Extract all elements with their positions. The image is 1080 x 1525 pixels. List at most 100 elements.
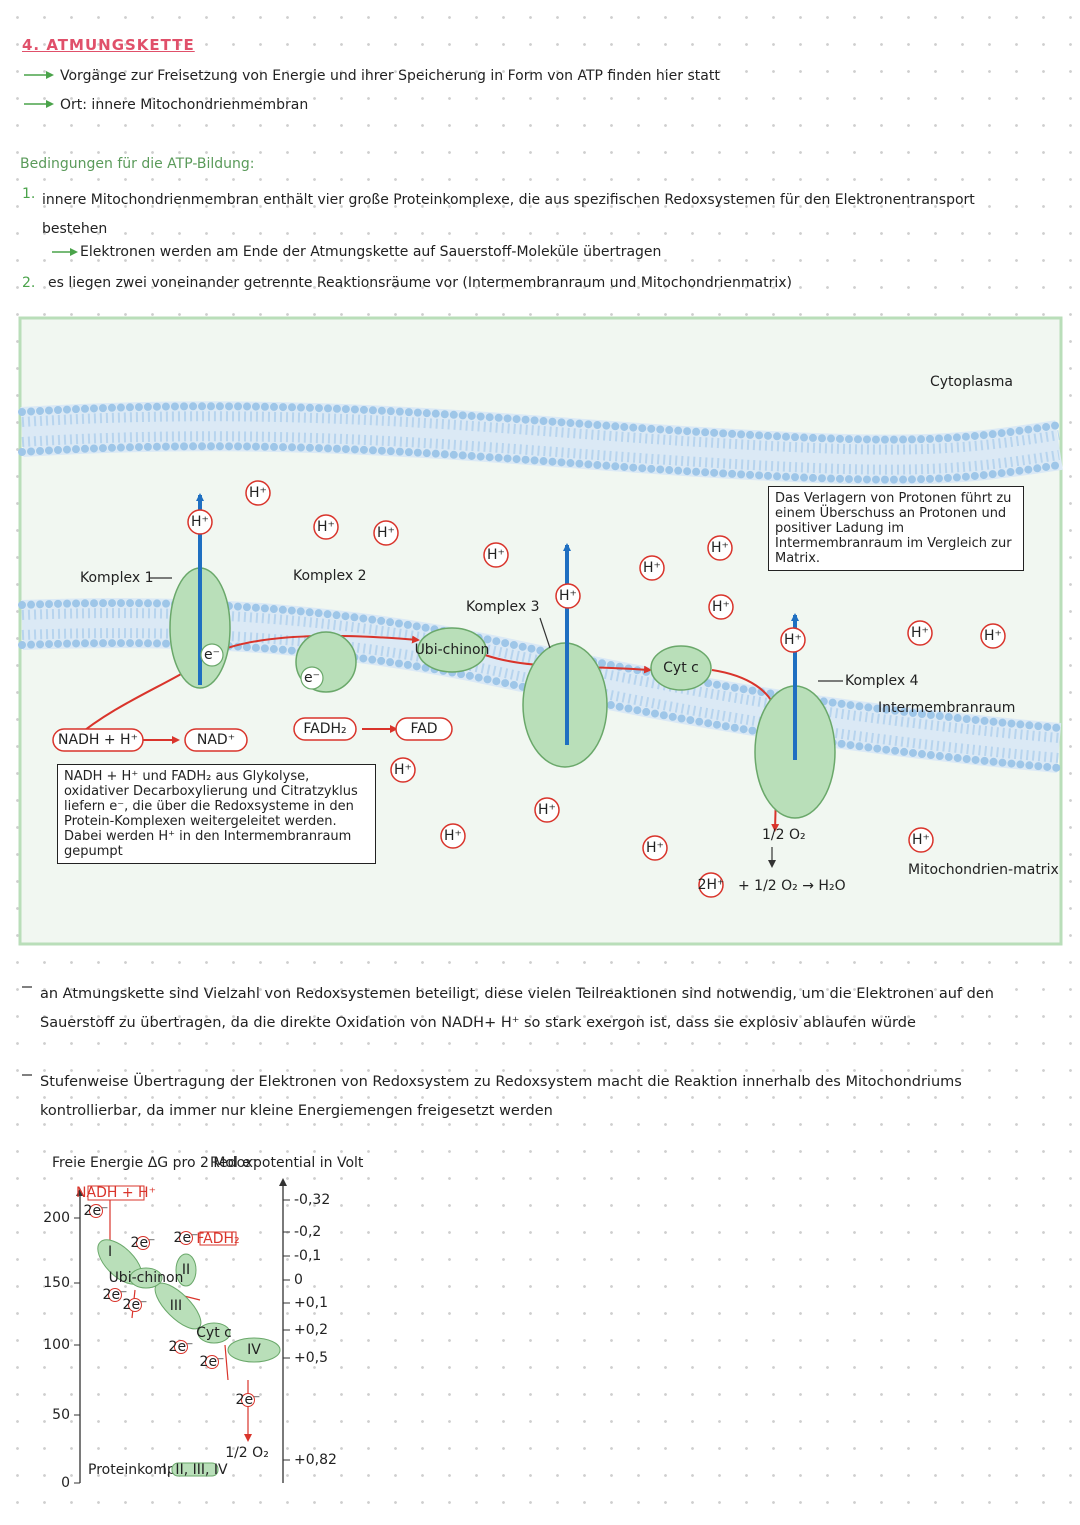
label: 2e⁻ xyxy=(169,1339,194,1355)
label: e⁻ xyxy=(204,647,220,663)
item-number: 1. xyxy=(22,186,36,202)
label: +0,2 xyxy=(294,1322,328,1338)
label: Freie Energie ΔG pro 2 Mol e⁻ xyxy=(52,1155,258,1171)
label: NADH + H⁺ xyxy=(76,1185,156,1201)
label: Cytoplasma xyxy=(930,374,1013,390)
label: H⁺ xyxy=(911,625,929,641)
item-text: innere Mitochondrienmembran enthält vier… xyxy=(42,192,975,237)
label: 150 xyxy=(43,1275,70,1291)
molecule-pill xyxy=(52,728,144,752)
label: 2e⁻ xyxy=(174,1230,199,1246)
label: Cyt c xyxy=(663,660,699,676)
lipid-heads xyxy=(18,402,1063,444)
label: 2e⁻ xyxy=(84,1203,109,1219)
label: -0,1 xyxy=(294,1248,321,1264)
label: 2e⁻ xyxy=(236,1392,261,1408)
molecule-pill xyxy=(184,728,248,752)
label: Mitochondrien-matrix xyxy=(908,862,1059,878)
legend-pill xyxy=(171,1462,219,1477)
label: 2e⁻ xyxy=(103,1287,128,1303)
electron-circle xyxy=(174,1340,188,1354)
label: H⁺ xyxy=(249,485,267,501)
heading: Bedingungen für die ATP-Bildung: xyxy=(20,156,255,172)
label: H⁺ xyxy=(487,547,505,563)
label: 0 xyxy=(294,1272,303,1288)
item-text: es liegen zwei voneinander getrennte Rea… xyxy=(48,275,792,291)
pointer xyxy=(539,617,551,649)
proton-circle xyxy=(534,797,560,823)
label: II xyxy=(182,1262,190,1278)
proton-circle xyxy=(483,542,509,568)
label: 50 xyxy=(52,1407,70,1423)
proton-circle xyxy=(390,757,416,783)
lipid-heads xyxy=(18,442,1063,484)
label: Redoxpotential in Volt xyxy=(210,1155,364,1171)
label: -0,2 xyxy=(294,1224,321,1240)
proton-circle xyxy=(245,480,271,506)
proton-circle xyxy=(980,623,1006,649)
label: H⁺ xyxy=(191,514,209,530)
label: + 1/2 O₂ → H₂O xyxy=(738,878,846,894)
label: 2H⁺ xyxy=(698,877,725,893)
label: Intermembranraum xyxy=(878,700,1015,716)
electron-circle xyxy=(89,1204,103,1218)
proton-circle xyxy=(313,514,339,540)
label: H⁺ xyxy=(643,560,661,576)
label: H⁺ xyxy=(646,840,664,856)
proton-circle xyxy=(555,583,581,609)
label: H⁺ xyxy=(784,632,802,648)
cytc-shape xyxy=(650,645,712,691)
label: 200 xyxy=(43,1210,70,1226)
molecule-pill xyxy=(395,717,453,741)
ubichinon-shape xyxy=(417,627,487,673)
proton-circle xyxy=(642,835,668,861)
electron-circle xyxy=(179,1231,193,1245)
nadh-box xyxy=(87,1185,145,1201)
label: Komplex 1 xyxy=(80,570,153,586)
point: Ort: innere Mitochondrienmembran xyxy=(60,97,309,113)
label: H⁺ xyxy=(984,628,1002,644)
proton-circle xyxy=(440,823,466,849)
label: H⁺ xyxy=(559,588,577,604)
paragraph: an Atmungskette sind Vielzahl von Redoxs… xyxy=(40,986,994,1031)
item-number: 2. xyxy=(22,275,36,291)
label: H⁺ xyxy=(444,828,462,844)
label: 2e⁻ xyxy=(131,1235,156,1251)
proton-circle xyxy=(780,627,806,653)
label: NAD⁺ xyxy=(197,732,235,748)
label: 1/2 O₂ xyxy=(762,827,806,843)
point: Vorgänge zur Freisetzung von Energie und… xyxy=(60,68,720,84)
label: 0 xyxy=(61,1475,70,1491)
label: 1/2 O₂ xyxy=(225,1445,269,1461)
two-h-circle xyxy=(698,872,724,898)
label: H⁺ xyxy=(394,762,412,778)
label: +0,1 xyxy=(294,1295,328,1311)
note-box: NADH + H⁺ und FADH₂ aus Glykolyse, oxida… xyxy=(57,764,376,864)
label: Komplex 3 xyxy=(466,599,539,615)
label: III xyxy=(170,1298,182,1314)
label: Ubi-chinon xyxy=(415,642,490,658)
proton-circle xyxy=(908,827,934,853)
item-sub: Elektronen werden am Ende der Atmungsket… xyxy=(80,244,662,260)
proton-circle xyxy=(639,555,665,581)
label: FADH₂ xyxy=(196,1231,239,1247)
label: +0,82 xyxy=(294,1452,337,1468)
paragraph: Stufenweise Übertragung der Elektronen v… xyxy=(40,1074,962,1119)
label: I, II, III, IV xyxy=(162,1462,228,1478)
electron-circle xyxy=(128,1298,142,1312)
electron-circle xyxy=(300,666,324,690)
label: H⁺ xyxy=(711,540,729,556)
label: H⁺ xyxy=(538,802,556,818)
lipid-tails xyxy=(21,411,1060,455)
proton-circle xyxy=(907,620,933,646)
label: I xyxy=(108,1244,112,1260)
electron-circle xyxy=(241,1393,255,1407)
label: H⁺ xyxy=(912,832,930,848)
complex-ii xyxy=(175,1253,197,1287)
label: -0,32 xyxy=(294,1192,330,1208)
cytc-shape xyxy=(197,1322,231,1344)
electron-circle xyxy=(108,1288,122,1302)
electron-circle xyxy=(205,1355,219,1369)
note-box: Das Verlagern von Protonen führt zu eine… xyxy=(768,486,1024,571)
